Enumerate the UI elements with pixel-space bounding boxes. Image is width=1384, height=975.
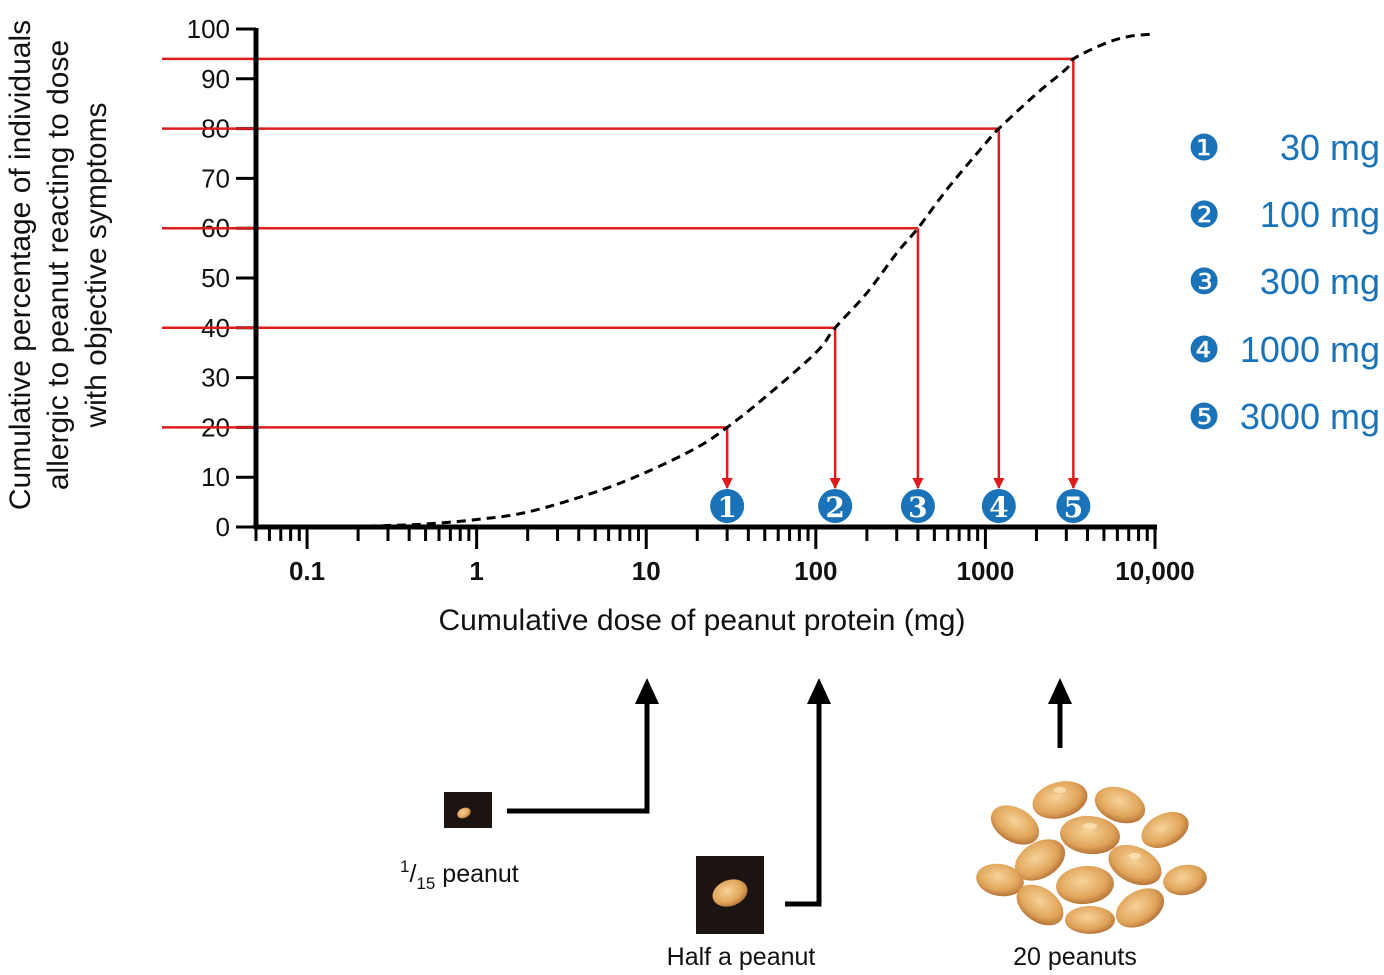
dose-marker-2 [818,489,853,523]
half-peanut [712,879,748,907]
dose-marker-1 [710,489,745,523]
caption-slash: / [409,860,416,888]
caption-word: peanut [435,860,518,888]
pointer-arrowhead-2 [807,678,831,704]
x-axis-major-ticks: 0.1 1 10 100 1000 10,000 [289,527,1195,586]
legend-marker-2: ❷ [1188,194,1220,235]
peanut-pile [976,781,1207,934]
x-tick-label-1: 1 [469,556,483,586]
y-axis-title-line-3: with objective symptoms [80,102,113,428]
x-axis-title: Cumulative dose of peanut protein (mg) [439,604,966,637]
y-tick-label-10: 10 [201,462,230,492]
x-tick-label-0.1: 0.1 [289,556,325,586]
legend-marker-3: ❸ [1188,261,1220,302]
y-axis-title-line-2: allergic to peanut reacting to dose [42,40,75,490]
legend-marker-1: ❶ [1188,127,1220,168]
pointer-arrow-1 [507,700,650,814]
dose-marker-label-1: 1 [717,491,736,524]
legend-marker-4: ❹ [1188,329,1220,370]
x-tick-label-10,000: 10,000 [1115,556,1195,586]
dose-marker-label-3: 3 [908,491,927,524]
pointer-arrowhead-1 [635,678,659,704]
caption-sub: 15 [416,874,435,893]
dose-marker-label-4: 4 [989,491,1008,524]
reference-lines [162,57,1079,490]
y-tick-label-50: 50 [201,263,230,293]
y-axis-title-line-1: Cumulative percentage of individuals [4,20,37,510]
caption-twenty-peanuts: 20 peanuts [1013,943,1137,971]
y-tick-label-70: 70 [201,163,230,193]
pointer-arrow-2 [785,700,822,907]
legend-label-4: 1000 mg [1240,329,1380,370]
peanut-crumb [457,807,471,819]
dose-marker-3 [900,489,935,523]
caption-half-peanut: Half a peanut [667,943,816,971]
y-tick-label-0: 0 [216,512,230,542]
illustration-fifteenth-peanut: 1/15 peanut [400,678,659,893]
dose-marker-4 [981,489,1016,523]
legend-label-5: 3000 mg [1240,396,1380,437]
dose-marker-5 [1056,489,1091,523]
legend-marker-5: ❺ [1188,396,1220,437]
x-tick-label-10: 10 [632,556,661,586]
y-axis-title: Cumulative percentage of individuals all… [4,20,113,510]
dose-marker-label-2: 2 [825,491,844,524]
pointer-arrowhead-3 [1048,678,1072,704]
legend-label-3: 300 mg [1260,261,1380,302]
caption-sup: 1 [400,857,409,876]
legend-label-2: 100 mg [1260,194,1380,235]
illustration-twenty-peanuts: 20 peanuts [976,678,1207,971]
illustration-half-peanut: Half a peanut [667,678,831,971]
caption-fifteenth-peanut: 1/15 peanut [400,857,519,893]
y-tick-label-30: 30 [201,363,230,393]
x-tick-label-1000: 1000 [956,556,1014,586]
cumulative-curve [336,32,1156,529]
x-tick-label-100: 100 [794,556,837,586]
legend: ❶ 30 mg ❷ 100 mg ❸ 300 mg ❹ 1000 mg ❺ 30… [1188,127,1380,437]
legend-label-1: 30 mg [1280,127,1380,168]
y-tick-label-90: 90 [201,64,230,94]
dose-markers: 1 2 3 4 5 [710,489,1091,524]
y-tick-label-100: 100 [187,14,230,44]
dose-marker-label-5: 5 [1064,491,1083,524]
